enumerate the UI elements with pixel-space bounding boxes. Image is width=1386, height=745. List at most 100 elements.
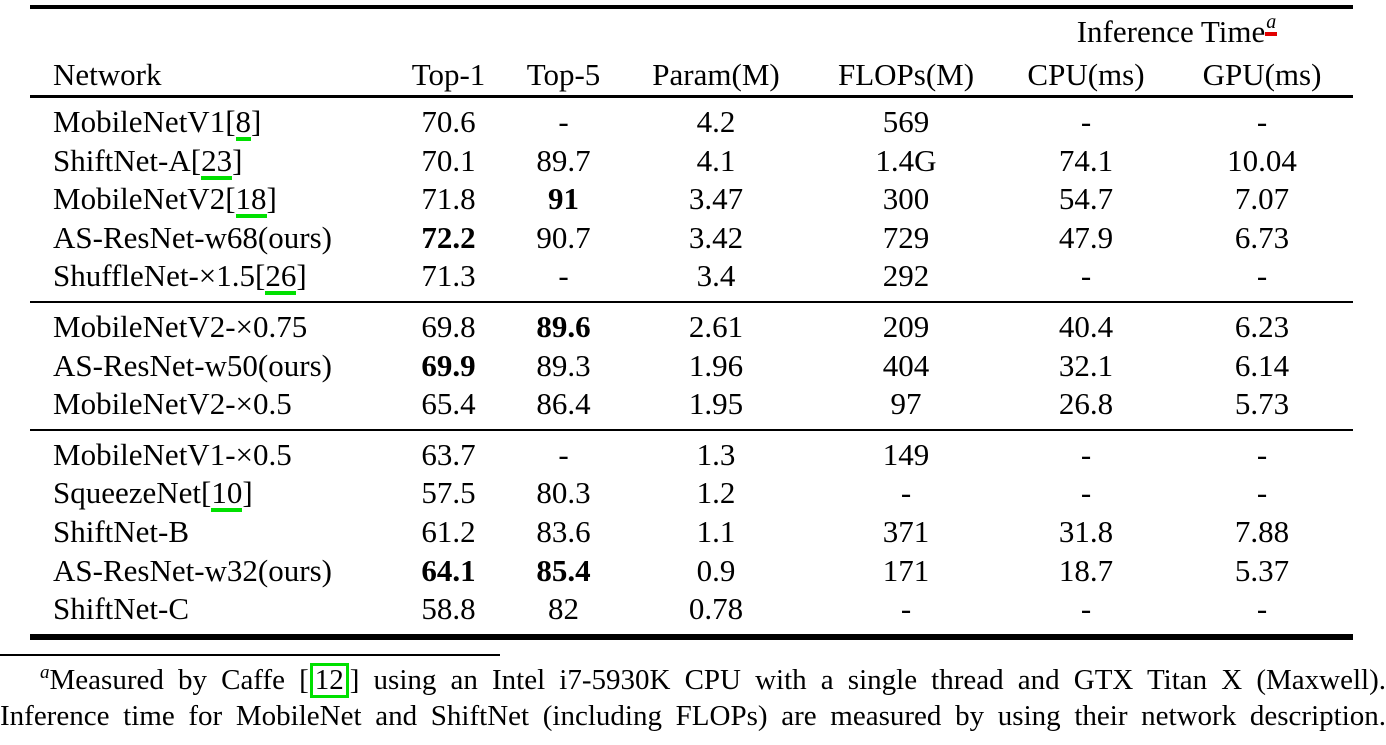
cell-param: 4.1	[696, 142, 736, 178]
cell-top1: 65.4	[421, 386, 476, 422]
cell-gpu: 6.23	[1234, 308, 1290, 344]
cell-gpu: 6.14	[1234, 347, 1290, 383]
cell-gpu: -	[1256, 258, 1268, 294]
citation-link[interactable]: 23	[201, 142, 233, 180]
cell-top5: -	[558, 104, 569, 139]
table-row: AS-ResNet-w68(ours) 72.2 90.7 3.42 729 47.9 6.…	[30, 219, 1353, 258]
cell-cpu: -	[1080, 258, 1092, 294]
cell-flops: 149	[882, 436, 930, 472]
cell-top1: 71.8	[421, 181, 476, 217]
cell-param: 2.61	[688, 308, 744, 344]
table-top-rule	[30, 5, 1353, 9]
column-header-top1: Top-1	[411, 57, 486, 92]
footnote-marker-link[interactable]: a	[1265, 12, 1278, 36]
cell-top5: 82	[548, 591, 579, 627]
footnote-line-2: Inference time for MobileNet and ShiftNe…	[0, 699, 1386, 732]
cell-param: 1.3	[696, 436, 736, 472]
cell-gpu: 5.73	[1234, 386, 1290, 422]
cell-top1: 72.2	[421, 219, 476, 255]
cell-param: 1.96	[688, 347, 744, 383]
cell-flops: 404	[882, 347, 930, 383]
network-name: MobileNetV2[18]	[53, 181, 277, 219]
citation-link[interactable]: 10	[211, 475, 243, 513]
column-header-row: Network Top-1 Top-5 Param(M) FLOPs(M) CP…	[30, 55, 1353, 95]
column-header-flops: FLOPs(M)	[837, 57, 975, 92]
cell-top5: -	[558, 436, 569, 472]
cell-param: 4.2	[696, 104, 736, 139]
citation-link[interactable]: 26	[265, 258, 297, 296]
network-name: ShiftNet-B	[53, 513, 190, 549]
table-row: MobileNetV2-×0.75 69.8 89.6 2.61 209 40.4 6.23	[30, 308, 1353, 347]
cell-top1: 61.2	[421, 513, 476, 549]
group-separator-rule	[30, 428, 1353, 431]
cell-top5: 89.6	[536, 308, 591, 344]
column-header-param: Param(M)	[652, 57, 780, 92]
column-header-network: Network	[53, 57, 162, 92]
table-row: SqueezeNet[10] 57.5 80.3 1.2 - - -	[30, 474, 1353, 513]
table-row: ShuffleNet-×1.5[26] 71.3 - 3.4 292 - -	[30, 257, 1353, 296]
cell-top1: 70.1	[421, 142, 476, 178]
cell-top1: 64.1	[421, 552, 476, 588]
cell-top5: 90.7	[536, 219, 591, 255]
network-name: SqueezeNet[10]	[53, 475, 253, 513]
table-body: MobileNetV1[8] 70.6-4.2 569- - ShiftNet-A[23…	[30, 98, 1353, 634]
table-row: MobileNetV1-×0.5 63.7 - 1.3 149 - -	[30, 436, 1353, 475]
table-row: AS-ResNet-w32(ours) 64.1 85.4 0.9 171 18.7 5.3…	[30, 552, 1353, 591]
footnote-rule	[0, 653, 500, 656]
footnote-text-post: ] using an Intel i7-5930K CPU with a sin…	[349, 663, 1386, 696]
cell-cpu: -	[1080, 591, 1092, 627]
footnote-marker: a	[40, 661, 50, 683]
cell-top1: 69.8	[421, 308, 476, 344]
cell-param: 0.78	[688, 591, 744, 627]
table-group: MobileNetV1-×0.5 63.7-1.3 149- - SqueezeNet[…	[30, 431, 1353, 634]
network-name: AS-ResNet-w50(ours)	[53, 347, 332, 383]
cell-cpu: -	[1080, 475, 1092, 511]
cell-top5: 80.3	[536, 475, 591, 511]
cell-cpu: 40.4	[1058, 308, 1114, 344]
span-header-row: Inference Timea	[30, 9, 1353, 55]
table-row: AS-ResNet-w50(ours) 69.9 89.3 1.96 404 32.1 6.…	[30, 347, 1353, 386]
cell-param: 3.42	[688, 219, 744, 255]
cell-cpu: 47.9	[1058, 219, 1114, 255]
cell-cpu: 18.7	[1058, 552, 1114, 588]
table-bottom-rule	[30, 633, 1353, 640]
network-name: ShuffleNet-×1.5[26]	[53, 258, 307, 296]
cell-top1: 63.7	[421, 436, 476, 472]
cell-top1: 71.3	[421, 258, 476, 294]
citation-link[interactable]: 18	[235, 181, 267, 219]
cell-gpu: -	[1256, 475, 1268, 511]
cell-cpu: 32.1	[1058, 347, 1114, 383]
cell-flops: 729	[882, 219, 930, 255]
table-row: ShiftNet-C 58.8 82 0.78 - - -	[30, 590, 1353, 629]
cell-flops: -	[900, 475, 912, 511]
cell-flops: 171	[882, 552, 930, 588]
cell-flops: 569	[882, 104, 930, 139]
network-name: MobileNetV1[8]	[53, 104, 262, 141]
cell-top5: 89.7	[536, 142, 591, 178]
footnote-line-1: aMeasured by Caffe [12] using an Intel i…	[0, 662, 1386, 698]
cell-flops: 97	[890, 386, 922, 422]
citation-link[interactable]: 8	[235, 104, 252, 141]
table-row: MobileNetV2-×0.5 65.4 86.4 1.95 97 26.8 5.73	[30, 385, 1353, 424]
footnote-text-pre: Measured by Caffe [	[49, 663, 309, 696]
citation-link-caffe[interactable]: 12	[309, 662, 349, 698]
cell-cpu: -	[1080, 104, 1092, 139]
network-name: MobileNetV2-×0.75	[53, 308, 308, 344]
network-name: MobileNetV2-×0.5	[53, 386, 292, 422]
network-name: AS-ResNet-w68(ours)	[53, 219, 332, 255]
column-header-cpu: CPU(ms)	[1027, 57, 1145, 92]
cell-top5: 91	[548, 181, 579, 217]
table-row: MobileNetV2[18] 71.8 91 3.47 300 54.7 7.07	[30, 180, 1353, 219]
network-name: ShiftNet-C	[53, 591, 190, 627]
cell-flops: 300	[882, 181, 930, 217]
cell-gpu: 7.07	[1234, 181, 1290, 217]
cell-flops: -	[900, 591, 912, 627]
cell-gpu: -	[1256, 591, 1268, 627]
cell-cpu: 74.1	[1058, 142, 1114, 178]
cell-gpu: 6.73	[1234, 219, 1290, 255]
column-header-gpu: GPU(ms)	[1202, 57, 1322, 92]
table-group: MobileNetV2-×0.75 69.8 89.6 2.61 209 40.4 6.23…	[30, 303, 1353, 429]
cell-param: 3.47	[688, 181, 744, 217]
cell-gpu: 5.37	[1234, 552, 1290, 588]
cell-param: 1.2	[696, 475, 736, 511]
